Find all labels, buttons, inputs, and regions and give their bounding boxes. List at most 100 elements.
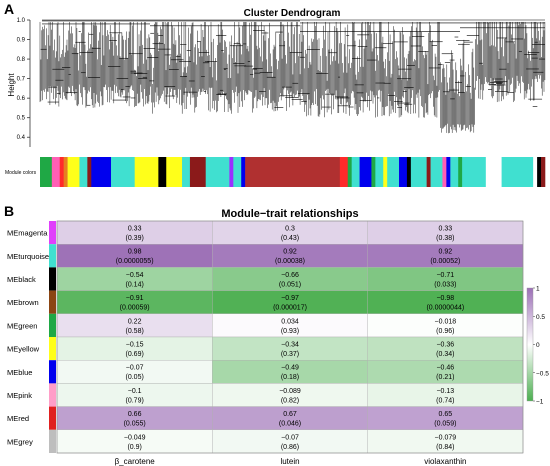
module-color-segment — [406, 157, 412, 187]
module-color-segment — [462, 157, 487, 187]
y-tick-label: 0.8 — [17, 57, 26, 63]
module-color-segment — [182, 157, 191, 187]
correlation-value: −0.15 — [126, 342, 144, 349]
correlation-value: −0.34 — [281, 342, 299, 349]
p-value: (0.18) — [281, 374, 299, 381]
p-value: (0.43) — [281, 235, 299, 242]
trait-column-labels: β_carotene lutein violaxanthin — [115, 457, 467, 466]
module-color-segment — [67, 157, 80, 187]
correlation-value: −0.66 — [281, 272, 299, 279]
correlation-value: 0.65 — [439, 411, 453, 418]
module-color-segment — [229, 157, 234, 187]
p-value: (0.055) — [124, 421, 146, 428]
correlation-value: −0.07 — [281, 434, 299, 441]
module-color-segment — [245, 157, 341, 187]
p-value: (0.033) — [434, 281, 456, 288]
module-color-swatches — [49, 221, 56, 453]
module-color-segment — [59, 157, 64, 187]
p-value: (0.046) — [279, 421, 301, 428]
module-color-segment — [189, 157, 207, 187]
module-color-swatch — [49, 383, 56, 407]
p-value: (0.14) — [126, 281, 144, 288]
p-value: (0.86) — [281, 444, 299, 451]
module-color-swatch — [49, 337, 56, 361]
correlation-value: −0.079 — [435, 434, 457, 441]
module-row-label: MEyellow — [7, 345, 40, 354]
p-value: (0.82) — [281, 397, 299, 404]
dendrogram-y-ticks: 1.0 0.9 0.8 0.7 0.6 0.5 0.4 — [17, 18, 30, 141]
p-value: (0.059) — [434, 421, 456, 428]
p-value: (0.05) — [126, 374, 144, 381]
module-color-segment — [426, 157, 431, 187]
correlation-value: −0.1 — [128, 388, 142, 395]
module-color-segment — [158, 157, 167, 187]
module-color-segment — [458, 157, 463, 187]
module-color-segment — [241, 157, 246, 187]
p-value: (0.0000055) — [116, 258, 154, 265]
module-color-segment — [485, 157, 502, 187]
color-legend-bar — [526, 287, 534, 402]
correlation-value: 0.3 — [285, 226, 295, 233]
module-color-segment — [541, 157, 546, 187]
p-value: (0.96) — [436, 328, 454, 335]
module-color-swatch — [49, 267, 56, 291]
legend-tick-label: 0.5 — [536, 314, 545, 321]
p-value: (0.79) — [126, 397, 144, 404]
module-color-segment — [347, 157, 352, 187]
dendrogram-tree — [39, 19, 546, 134]
module-color-swatch — [49, 221, 56, 245]
correlation-value: −0.07 — [126, 365, 144, 372]
module-color-bar — [40, 157, 546, 187]
correlation-color-legend: 1 0.5 0 −0.5 −1 — [526, 286, 549, 406]
module-color-swatch — [49, 313, 56, 337]
module-color-segment — [339, 157, 349, 187]
module-row-label: MEturquoise — [7, 252, 49, 261]
legend-tick-label: 1 — [536, 286, 540, 293]
p-value: (0.0000044) — [426, 305, 464, 312]
p-value: (0.84) — [436, 444, 454, 451]
correlation-value: −0.018 — [435, 318, 457, 325]
correlation-value: 0.98 — [128, 249, 142, 256]
module-row-label: MEgreen — [7, 321, 37, 330]
heatmap-title: Module−trait relationships — [221, 208, 358, 220]
correlation-value: −0.36 — [436, 342, 454, 349]
module-color-segment — [399, 157, 408, 187]
correlation-value: 0.66 — [128, 411, 142, 418]
module-row-label: MEpink — [7, 391, 32, 400]
legend-tick-label: −0.5 — [536, 370, 549, 377]
y-tick-label: 0.6 — [17, 96, 26, 102]
module-color-swatch — [49, 429, 56, 453]
module-color-segment — [430, 157, 443, 187]
panel-b-letter: B — [4, 203, 14, 219]
module-color-segment — [351, 157, 360, 187]
module-color-segment — [166, 157, 183, 187]
correlation-value: 0.33 — [439, 226, 453, 233]
module-row-label: MEblack — [7, 275, 36, 284]
p-value: (0.39) — [126, 235, 144, 242]
module-color-swatch — [49, 406, 56, 430]
p-value: (0.69) — [126, 351, 144, 358]
p-value: (0.9) — [127, 444, 141, 451]
p-value: (0.74) — [436, 397, 454, 404]
p-value: (0.58) — [126, 328, 144, 335]
p-value: (0.00038) — [275, 258, 305, 265]
p-value: (0.93) — [281, 328, 299, 335]
correlation-value: −0.54 — [126, 272, 144, 279]
heatmap-border — [56, 220, 524, 454]
module-color-segment — [383, 157, 388, 187]
trait-label: violaxanthin — [424, 457, 466, 466]
correlation-value: −0.49 — [281, 365, 299, 372]
module-color-segment — [501, 157, 534, 187]
correlation-value: 0.034 — [281, 318, 299, 325]
y-tick-label: 0.7 — [17, 77, 26, 83]
legend-tick-label: 0 — [536, 342, 540, 349]
dendrogram-y-axis-label: Height — [7, 73, 16, 97]
correlation-value: −0.46 — [436, 365, 454, 372]
correlation-value: 0.92 — [283, 249, 297, 256]
module-color-swatch — [49, 360, 56, 384]
module-color-segment — [205, 157, 230, 187]
module-color-segment — [87, 157, 92, 187]
module-color-segment — [111, 157, 135, 187]
module-color-segment — [442, 157, 447, 187]
p-value: (0.34) — [436, 351, 454, 358]
